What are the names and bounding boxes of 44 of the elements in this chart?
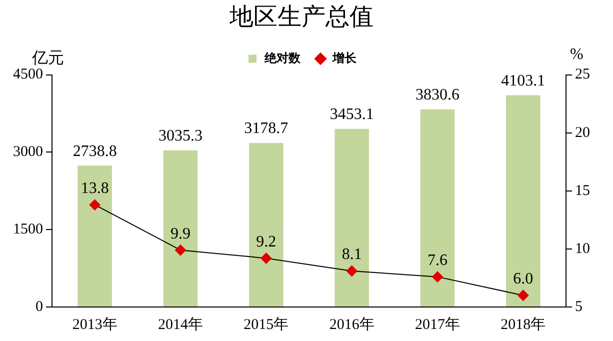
y2-tick-label: 15 <box>575 182 590 199</box>
point <box>518 290 529 301</box>
bar <box>420 109 455 306</box>
data-label: 2738.8 <box>72 142 117 160</box>
y-tick-label: 3000 <box>13 144 43 160</box>
data-label: 9.2 <box>256 233 276 250</box>
legend-label: 绝对数 <box>264 50 302 65</box>
y2-tick-label: 25 <box>575 66 590 83</box>
y2-tick-label: 20 <box>575 124 590 141</box>
x-tick-label: 2015年 <box>244 316 289 333</box>
chart-title: 地区生产总值 <box>228 4 374 31</box>
y-tick-label: 4500 <box>13 66 43 83</box>
legend-label: 增长 <box>332 50 358 65</box>
point <box>346 266 358 277</box>
y-tick-label: 0 <box>36 298 43 315</box>
bar <box>163 150 198 306</box>
point <box>432 271 443 282</box>
data-label: 3830.6 <box>416 86 460 104</box>
data-label: 3035.3 <box>158 128 202 145</box>
y-axis-title: 亿元 <box>31 50 64 68</box>
y-tick-label: 1500 <box>13 222 43 238</box>
data-label: 9.9 <box>170 225 190 242</box>
y2-tick-label: 5 <box>575 298 582 315</box>
y2-tick-label: 10 <box>575 240 590 257</box>
x-tick-label: 2013年 <box>72 316 118 333</box>
bar <box>78 166 112 306</box>
point <box>260 252 272 264</box>
x-tick-label: 2016年 <box>329 316 374 333</box>
x-tick-label: 2018年 <box>500 316 546 333</box>
x-tick-label: 2017年 <box>415 316 460 333</box>
data-label: 6.0 <box>513 270 534 288</box>
point <box>175 244 186 256</box>
point <box>89 199 100 210</box>
bar <box>249 142 284 306</box>
y2-axis-title: % <box>570 46 584 64</box>
bar <box>506 95 540 306</box>
data-label: 13.8 <box>80 180 109 198</box>
x-tick-label: 2014年 <box>158 316 203 333</box>
data-label: 3453.1 <box>330 106 374 124</box>
data-label: 4103.1 <box>501 72 546 90</box>
bar <box>334 128 369 306</box>
data-label: 3178.7 <box>244 120 288 138</box>
data-label: 7.6 <box>428 252 448 270</box>
data-label: 8.1 <box>342 246 362 264</box>
